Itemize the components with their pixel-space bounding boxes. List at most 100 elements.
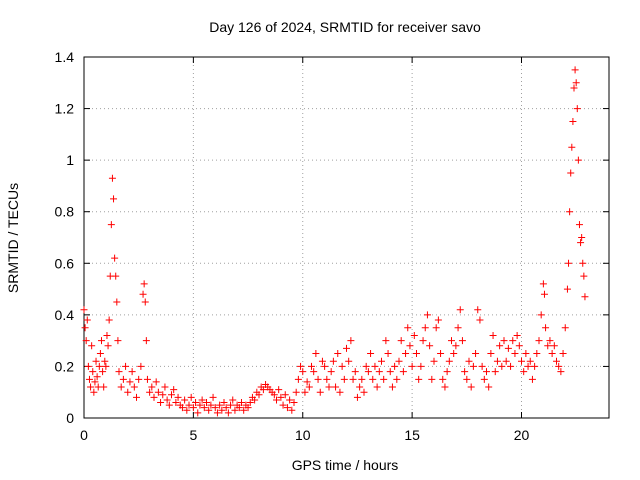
data-point <box>441 383 449 391</box>
data-point <box>489 331 497 339</box>
data-point <box>579 259 587 267</box>
data-point <box>133 393 140 401</box>
data-point <box>458 337 466 345</box>
data-point <box>513 331 521 339</box>
data-point <box>163 396 171 404</box>
data-point <box>474 306 482 314</box>
y-tick-label: 1.2 <box>55 101 75 117</box>
data-point <box>336 388 344 396</box>
data-point <box>114 337 122 345</box>
data-point <box>395 357 403 365</box>
data-point <box>192 399 200 407</box>
data-point <box>413 350 420 358</box>
y-tick-label: 0.6 <box>55 255 75 271</box>
data-point <box>419 337 427 345</box>
data-point <box>259 386 267 394</box>
data-point <box>578 234 586 241</box>
data-point <box>240 406 248 414</box>
data-point <box>297 362 305 370</box>
data-point <box>244 404 252 412</box>
data-point <box>310 368 318 376</box>
y-tick-label: 0.2 <box>55 358 75 374</box>
data-point <box>159 391 167 399</box>
data-point <box>189 404 197 412</box>
data-point <box>115 368 123 376</box>
data-point <box>161 383 169 391</box>
data-point <box>273 396 280 404</box>
data-point <box>312 350 320 358</box>
data-point <box>439 375 447 383</box>
data-point <box>351 368 359 376</box>
data-point <box>569 117 577 125</box>
data-point <box>135 375 143 383</box>
data-point <box>100 383 108 391</box>
data-point <box>286 396 294 404</box>
data-point <box>99 368 107 376</box>
data-point <box>148 383 156 391</box>
data-point <box>378 357 385 365</box>
data-point <box>301 388 309 396</box>
y-tick-label: 0 <box>66 410 74 426</box>
data-point <box>255 391 263 399</box>
data-point <box>542 324 550 332</box>
data-point <box>561 324 569 332</box>
data-point <box>540 290 548 298</box>
data-point <box>98 337 105 345</box>
data-point <box>360 388 368 396</box>
data-point <box>432 324 440 332</box>
data-point <box>555 362 563 370</box>
data-point <box>343 344 350 352</box>
data-point <box>524 362 532 370</box>
data-point <box>283 404 291 412</box>
data-point <box>511 350 519 358</box>
data-point <box>528 375 536 383</box>
data-point <box>329 357 337 365</box>
x-tick-label: 0 <box>80 427 88 443</box>
data-point <box>227 401 235 409</box>
data-point <box>246 399 254 407</box>
data-point <box>198 396 206 404</box>
data-point <box>174 393 182 401</box>
data-point <box>305 383 313 391</box>
data-point <box>469 362 477 370</box>
data-point <box>139 290 147 298</box>
data-point <box>572 79 580 87</box>
data-point <box>408 362 416 370</box>
data-point <box>108 174 116 182</box>
data-point <box>117 383 125 391</box>
data-point <box>373 383 381 391</box>
x-tick-label: 5 <box>189 427 197 443</box>
data-point <box>520 368 528 376</box>
data-point <box>566 208 574 216</box>
data-point <box>417 362 425 370</box>
data-point <box>518 357 525 365</box>
data-point <box>430 357 438 365</box>
data-point <box>207 401 215 409</box>
data-point <box>231 406 239 414</box>
data-point <box>105 316 113 324</box>
data-point <box>485 383 493 391</box>
data-point <box>107 221 115 229</box>
data-point <box>334 350 342 358</box>
data-point <box>565 259 573 267</box>
x-tick-label: 20 <box>514 427 530 443</box>
y-tick-label: 1.4 <box>55 49 75 65</box>
data-point <box>142 337 150 345</box>
data-point <box>493 357 501 365</box>
data-point <box>491 368 499 376</box>
data-point <box>465 357 473 365</box>
data-point <box>563 285 571 293</box>
data-point <box>537 311 545 319</box>
data-point <box>103 331 111 339</box>
data-point <box>194 409 202 417</box>
data-point <box>229 396 237 404</box>
data-point <box>157 399 165 407</box>
data-point <box>251 396 259 404</box>
data-point <box>325 383 333 391</box>
data-point <box>281 391 289 399</box>
data-point <box>165 401 173 409</box>
data-point <box>178 404 186 412</box>
data-point <box>426 342 434 350</box>
data-point <box>104 342 112 350</box>
data-point <box>81 324 89 332</box>
